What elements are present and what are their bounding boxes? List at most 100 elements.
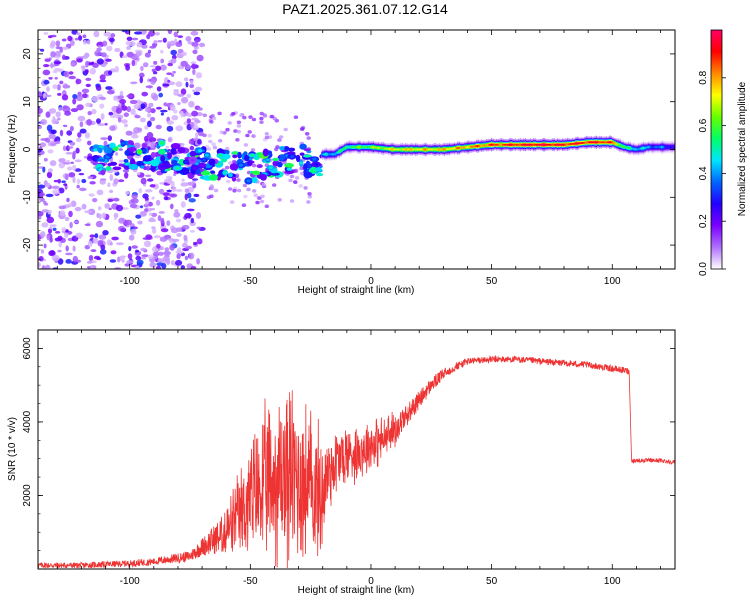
noise-blob <box>155 124 162 130</box>
noise-blob <box>107 198 114 202</box>
noise-blob <box>68 172 76 178</box>
noise-blob <box>242 183 248 188</box>
noise-blob <box>38 125 42 129</box>
noise-blob <box>79 121 84 128</box>
ridge-blob <box>279 146 286 151</box>
ridge-blob <box>160 155 166 163</box>
noise-blob <box>91 61 95 65</box>
noise-blob <box>42 69 51 76</box>
ridge-core <box>142 144 147 147</box>
noise-blob <box>152 251 160 257</box>
ridge-blob <box>171 159 178 166</box>
noise-blob <box>126 106 131 113</box>
noise-blob <box>49 160 57 167</box>
noise-blob <box>166 179 172 184</box>
noise-blob <box>135 249 139 253</box>
noise-blob <box>140 247 147 252</box>
noise-blob <box>75 94 83 102</box>
noise-blob <box>38 262 41 268</box>
noise-blob <box>42 166 46 173</box>
noise-blob <box>259 199 265 204</box>
noise-blob <box>86 155 93 162</box>
noise-blob <box>156 106 162 110</box>
noise-blob <box>70 161 74 164</box>
noise-blob <box>49 250 55 256</box>
ridge-blob <box>112 166 122 171</box>
noise-blob <box>87 240 93 247</box>
noise-blob <box>82 34 87 38</box>
noise-blob <box>288 178 293 183</box>
noise-blob <box>67 35 73 42</box>
noise-blob <box>186 208 195 212</box>
ridge-blob <box>302 154 312 158</box>
ridge-core <box>190 158 195 162</box>
noise-blob <box>109 241 113 246</box>
spectrogram-heatmap <box>38 30 675 269</box>
noise-blob <box>66 159 70 163</box>
noise-blob <box>236 124 242 128</box>
noise-blob <box>236 120 242 125</box>
noise-blob <box>140 205 143 209</box>
noise-blob <box>157 215 162 222</box>
noise-blob <box>145 85 154 89</box>
noise-blob <box>145 200 149 205</box>
noise-blob <box>61 38 67 42</box>
ridge-blob <box>200 170 211 176</box>
noise-blob <box>241 203 247 207</box>
colorbar-tick-label: 0.2 <box>698 214 709 228</box>
noise-blob <box>61 54 66 61</box>
noise-blob <box>269 114 275 119</box>
noise-blob <box>110 250 117 255</box>
noise-blob <box>120 228 125 232</box>
colorbar: 0.0 0.2 0.4 0.6 0.8 Normalized spectral ampl… <box>698 29 748 276</box>
noise-blob <box>272 183 277 187</box>
noise-blob <box>150 78 156 85</box>
noise-blob <box>68 210 73 218</box>
noise-blob <box>175 189 183 192</box>
noise-blob <box>157 251 164 256</box>
noise-blob <box>124 172 129 179</box>
noise-blob <box>141 91 148 97</box>
noise-blob <box>38 211 44 217</box>
noise-blob <box>113 197 120 202</box>
noise-blob <box>248 115 253 119</box>
ridge-blob <box>232 154 238 159</box>
ridge-core <box>299 161 304 165</box>
ridge-blob <box>150 167 156 171</box>
noise-blob <box>184 188 190 193</box>
noise-blob <box>163 250 171 256</box>
noise-blob <box>135 265 140 269</box>
noise-blob <box>121 119 128 124</box>
noise-blob <box>192 178 199 181</box>
noise-blob <box>87 111 92 116</box>
noise-blob <box>109 125 116 131</box>
ridge-blob <box>150 151 156 159</box>
y-tick-label: -10 <box>22 190 33 205</box>
noise-blob <box>38 107 43 114</box>
ridge-blob <box>190 164 199 171</box>
ridge-core <box>204 153 209 157</box>
noise-blob <box>146 113 152 118</box>
noise-blob <box>184 212 192 219</box>
noise-blob <box>226 179 231 184</box>
colorbar-tick-label: 0.4 <box>698 166 709 180</box>
noise-blob <box>70 200 77 208</box>
noise-blob <box>46 182 51 188</box>
noise-blob <box>190 30 199 36</box>
ridge-core <box>140 165 145 169</box>
ridge-blob <box>96 158 106 162</box>
noise-blob <box>62 105 68 109</box>
noise-blob <box>189 229 195 233</box>
noise-blob <box>81 93 88 99</box>
noise-blob <box>69 141 76 146</box>
noise-blob <box>93 255 101 260</box>
noise-blob <box>50 143 56 146</box>
noise-blob <box>103 31 112 37</box>
x-tick-label: 100 <box>604 576 621 587</box>
snr-y-axis-label: SNR (10 * v/v) <box>7 417 18 481</box>
noise-blob <box>173 109 178 114</box>
noise-blob <box>238 113 244 118</box>
noise-blob <box>45 111 51 118</box>
noise-blob <box>56 84 61 91</box>
noise-blob <box>47 168 54 173</box>
